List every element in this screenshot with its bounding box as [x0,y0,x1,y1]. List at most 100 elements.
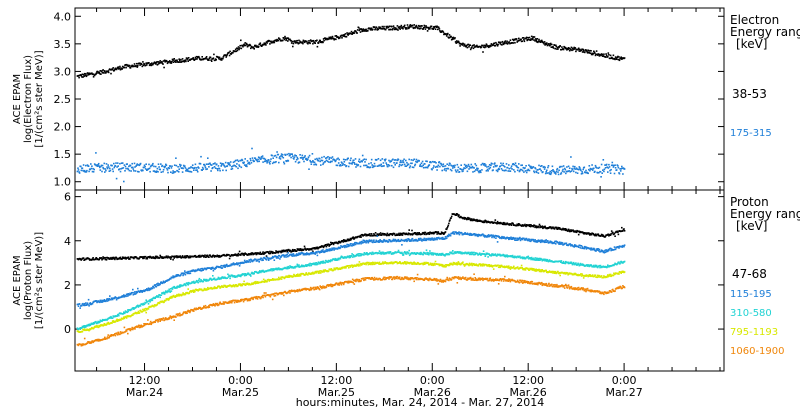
data-point [472,171,474,173]
data-point [595,265,597,268]
data-point [337,157,339,160]
data-point [482,51,484,53]
data-point [88,305,90,307]
data-point [280,155,282,157]
data-point [501,44,503,46]
data-point [591,164,593,166]
data-point [604,251,607,253]
data-point [393,252,396,254]
data-point [570,262,572,264]
data-point [364,240,367,243]
data-point [119,65,121,68]
data-point [360,236,362,238]
data-point [538,226,540,229]
data-point [271,269,273,272]
data-point [350,32,352,35]
data-point [211,278,213,281]
data-point [157,63,160,65]
data-point [411,229,413,232]
data-point [491,236,493,239]
data-point [181,60,183,63]
data-point [180,257,183,259]
data-point [461,44,464,46]
data-point [84,325,86,327]
data-point [613,263,616,266]
data-point [383,158,386,161]
data-point [505,169,507,172]
legend-title-line: Energy range [730,207,800,221]
data-point [486,234,489,237]
plot-frame [74,189,725,372]
data-point [167,289,169,292]
data-point [435,162,437,164]
data-point [139,289,142,292]
data-point [121,256,124,258]
data-point [134,291,136,293]
data-point [575,50,577,53]
data-point [234,276,236,278]
data-point [194,58,196,61]
data-point [121,162,124,164]
data-point [458,41,460,44]
data-point [567,244,570,246]
data-point [619,57,622,59]
data-point [218,56,221,59]
data-point [294,160,297,163]
data-point [388,164,391,167]
data-point [405,165,408,167]
data-point [314,263,317,266]
data-point [148,289,150,292]
data-point [547,166,549,169]
data-point [386,163,388,166]
data-point [572,261,575,264]
data-point [532,37,534,39]
data-point [308,40,310,42]
data-point [405,27,408,29]
data-point [296,39,299,42]
data-point [417,24,420,27]
data-point [588,52,591,54]
data-point [362,239,365,242]
data-point [171,288,174,290]
data-point [394,27,397,29]
data-point [503,223,506,226]
data-point [318,252,321,254]
data-point [238,48,240,51]
data-point [94,164,97,166]
data-point [175,286,178,288]
data-point [407,163,410,165]
data-point [307,252,310,255]
data-point [104,168,107,170]
data-point [483,234,485,237]
data-point [316,252,318,254]
data-point [309,263,312,265]
data-point [567,230,569,232]
data-point [485,43,488,45]
data-point [579,247,582,249]
data-point [318,157,321,160]
data-point [120,67,122,69]
data-point [396,162,398,164]
data-point [286,37,288,39]
data-point [154,257,156,260]
data-point [318,261,320,264]
data-point [334,38,336,40]
data-point [450,169,453,172]
data-point [259,258,262,261]
data-point [107,70,109,72]
data-point [387,165,389,168]
data-point [240,275,242,278]
data-point [460,164,462,166]
data-point [334,259,336,261]
data-point [134,166,136,168]
data-point [320,159,323,162]
data-point [189,270,191,273]
data-point [610,249,612,252]
data-point [370,253,373,256]
data-point [570,229,572,231]
data-point [105,72,107,74]
data-point [170,167,173,169]
data-point [429,239,432,241]
data-point [171,60,173,63]
data-point [538,38,540,41]
